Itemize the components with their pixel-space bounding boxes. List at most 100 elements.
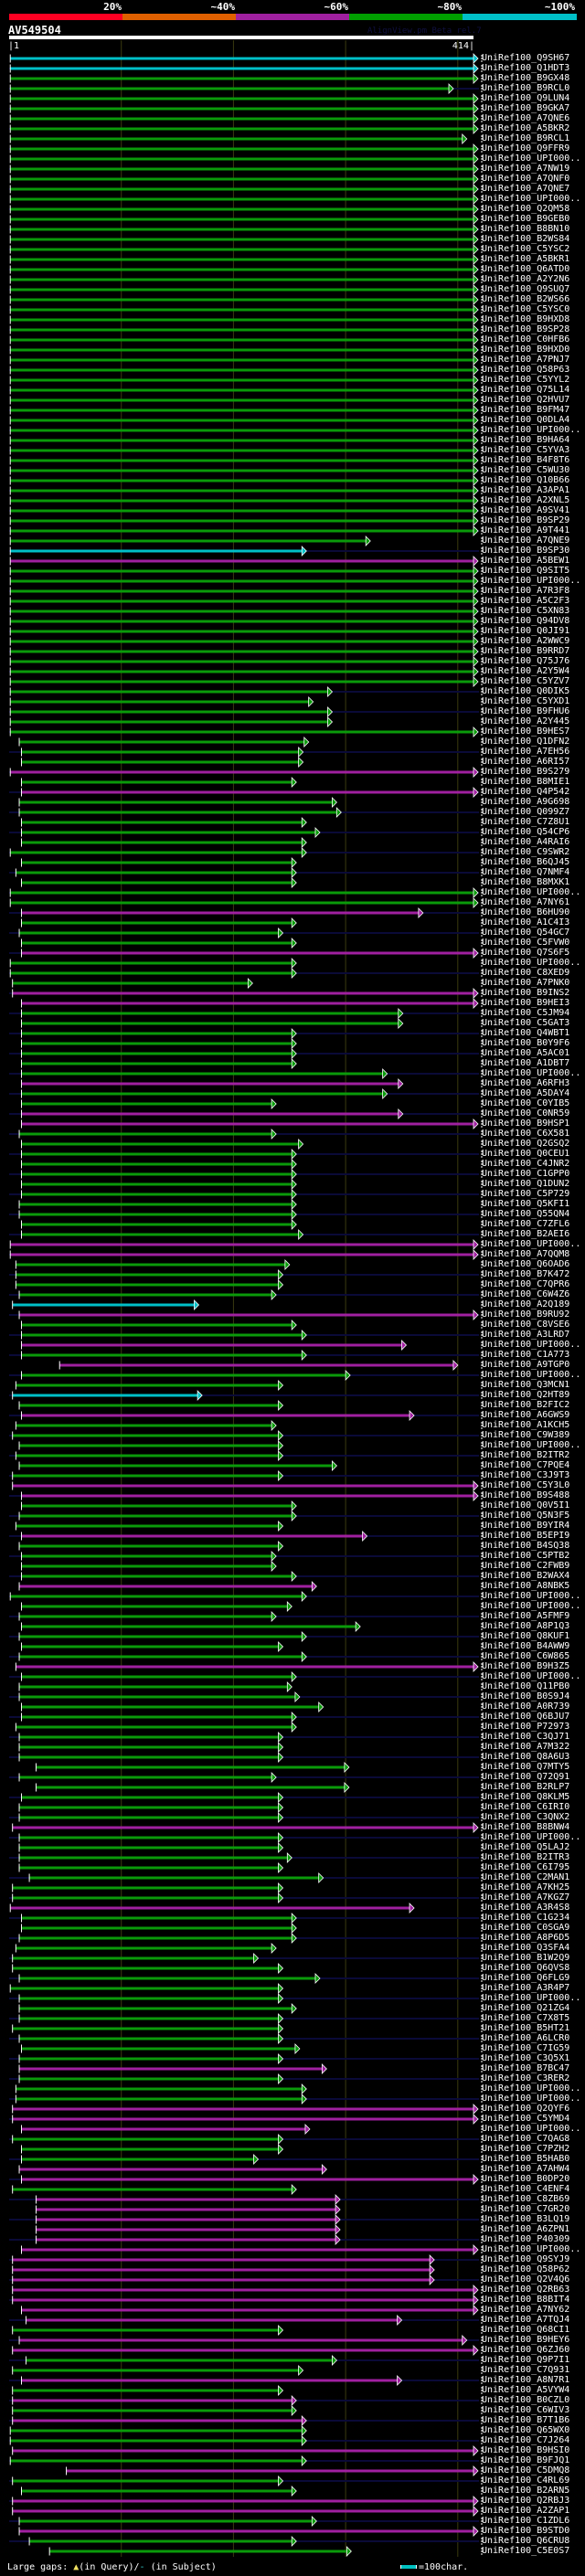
hit-label[interactable]: UniRef100_C2FWB9 <box>482 1561 570 1571</box>
hit-label[interactable]: UniRef100_A7QQM8 <box>482 1249 570 1259</box>
alignment-bar[interactable] <box>10 620 474 623</box>
alignment-bar[interactable] <box>12 1896 279 1900</box>
alignment-bar[interactable] <box>19 1544 279 1548</box>
alignment-bar[interactable] <box>10 1906 410 1910</box>
hit-label[interactable]: UniRef100_A5VYW4 <box>482 2385 570 2395</box>
hit-label[interactable]: UniRef100_B5HAB0 <box>482 2154 570 2164</box>
alignment-bar[interactable] <box>21 2147 279 2151</box>
alignment-bar[interactable] <box>10 177 474 181</box>
alignment-bar[interactable] <box>19 1203 292 1206</box>
hit-label[interactable]: UniRef100_A1C4I3 <box>482 917 570 928</box>
alignment-bar[interactable] <box>19 2338 463 2342</box>
hit-label[interactable]: UniRef100_A7QNE7 <box>482 184 570 194</box>
hit-label[interactable]: UniRef100_C6IRI0 <box>482 1802 570 1812</box>
alignment-bar[interactable] <box>21 2308 473 2312</box>
alignment-bar[interactable] <box>10 660 474 663</box>
hit-label[interactable]: UniRef100_B4SQ38 <box>482 1541 570 1551</box>
hit-label[interactable]: UniRef100_B9YIR4 <box>482 1521 570 1531</box>
hit-label[interactable]: UniRef100_A7EH56 <box>482 747 570 757</box>
alignment-bar[interactable] <box>16 1273 279 1277</box>
alignment-bar[interactable] <box>12 2479 279 2483</box>
hit-label[interactable]: UniRef100_B7BC47 <box>482 2063 570 2073</box>
hit-label[interactable]: UniRef100_A7M322 <box>482 1742 570 1752</box>
hit-label[interactable]: UniRef100_C1ZDL6 <box>482 2516 570 2526</box>
hit-label[interactable]: UniRef100_Q5LAJ2 <box>482 1842 570 1852</box>
alignment-bar[interactable] <box>21 790 473 794</box>
alignment-bar[interactable] <box>19 740 304 744</box>
hit-label[interactable]: UniRef100_A6ZPN1 <box>482 2224 570 2234</box>
alignment-bar[interactable] <box>16 1454 279 1458</box>
hit-label[interactable]: UniRef100_A7R3F8 <box>482 586 570 596</box>
alignment-bar[interactable] <box>21 911 419 915</box>
hit-label[interactable]: UniRef100_A9TGP0 <box>482 1360 570 1370</box>
hit-label[interactable]: UniRef100_C5GAT3 <box>482 1018 570 1028</box>
hit-label[interactable]: UniRef100_B9FHU6 <box>482 706 570 716</box>
hit-label[interactable]: UniRef100_A8NBK5 <box>482 1581 570 1591</box>
alignment-bar[interactable] <box>10 901 474 905</box>
alignment-bar[interactable] <box>10 519 474 523</box>
alignment-bar[interactable] <box>10 599 474 603</box>
alignment-bar[interactable] <box>10 1253 474 1256</box>
hit-label[interactable]: UniRef100_Q0JI91 <box>482 626 570 636</box>
hit-label[interactable]: UniRef100_Q54GC7 <box>482 928 570 938</box>
alignment-bar[interactable] <box>12 2027 279 2030</box>
hit-label[interactable]: UniRef100_C4RL69 <box>482 2475 570 2486</box>
alignment-bar[interactable] <box>21 941 292 945</box>
hit-label[interactable]: UniRef100_Q4P542 <box>482 787 570 797</box>
hit-label[interactable]: UniRef100_Q2HVU7 <box>482 395 570 405</box>
alignment-bar[interactable] <box>19 2519 313 2523</box>
hit-label[interactable]: UniRef100_UPI000.. <box>482 958 581 968</box>
alignment-bar[interactable] <box>16 1665 474 1669</box>
alignment-bar[interactable] <box>36 2228 336 2231</box>
alignment-bar[interactable] <box>10 258 474 261</box>
alignment-bar[interactable] <box>12 2258 431 2262</box>
alignment-bar[interactable] <box>10 549 303 553</box>
alignment-bar[interactable] <box>10 1987 279 1990</box>
hit-label[interactable]: UniRef100_A2Y5W4 <box>482 666 570 676</box>
alignment-bar[interactable] <box>10 57 474 60</box>
hit-label[interactable]: UniRef100_Q1DUN2 <box>482 1179 570 1189</box>
alignment-bar[interactable] <box>21 1102 272 1106</box>
hit-label[interactable]: UniRef100_Q21ZG4 <box>482 2003 570 2013</box>
hit-label[interactable]: UniRef100_B9GX48 <box>482 73 570 83</box>
alignment-bar[interactable] <box>36 2238 336 2242</box>
hit-label[interactable]: UniRef100_C1GPP0 <box>482 1169 570 1179</box>
alignment-bar[interactable] <box>21 841 303 844</box>
hit-label[interactable]: UniRef100_C5YSC0 <box>482 304 570 314</box>
hit-label[interactable]: UniRef100_Q0CEU1 <box>482 1149 570 1159</box>
alignment-bar[interactable] <box>21 1223 292 1226</box>
alignment-bar[interactable] <box>10 127 474 131</box>
hit-label[interactable]: UniRef100_B9HEY6 <box>482 2335 570 2345</box>
hit-label[interactable]: UniRef100_UPI000.. <box>482 1239 581 1249</box>
hit-label[interactable]: UniRef100_UPI000.. <box>482 1671 581 1681</box>
alignment-bar[interactable] <box>10 67 474 70</box>
hit-label[interactable]: UniRef100_A3APA1 <box>482 485 570 495</box>
hit-label[interactable]: UniRef100_C5YSC2 <box>482 244 570 254</box>
hit-label[interactable]: UniRef100_C7Z8U1 <box>482 817 570 827</box>
hit-label[interactable]: UniRef100_A9SV41 <box>482 505 570 515</box>
alignment-bar[interactable] <box>10 650 474 653</box>
alignment-bar[interactable] <box>10 207 474 211</box>
hit-label[interactable]: UniRef100_P40309 <box>482 2234 570 2244</box>
alignment-bar[interactable] <box>12 2137 279 2141</box>
alignment-bar[interactable] <box>19 2007 292 2010</box>
alignment-bar[interactable] <box>19 811 337 814</box>
alignment-bar[interactable] <box>19 1806 279 1809</box>
hit-label[interactable]: UniRef100_C7IG59 <box>482 2043 570 2053</box>
hit-label[interactable]: UniRef100_B4AWW9 <box>482 1641 570 1651</box>
alignment-bar[interactable] <box>21 951 473 955</box>
alignment-bar[interactable] <box>12 1956 254 1960</box>
alignment-bar[interactable] <box>12 2399 292 2402</box>
hit-label[interactable]: UniRef100_Q2QYF6 <box>482 2104 570 2114</box>
alignment-bar[interactable] <box>59 1363 453 1367</box>
hit-label[interactable]: UniRef100_A5C2F3 <box>482 596 570 606</box>
hit-label[interactable]: UniRef100_B2WAX4 <box>482 1571 570 1581</box>
alignment-bar[interactable] <box>10 499 474 503</box>
hit-label[interactable]: UniRef100_Q8KLM5 <box>482 1792 570 1802</box>
alignment-bar[interactable] <box>21 1625 356 1628</box>
alignment-bar[interactable] <box>26 2359 333 2362</box>
alignment-bar[interactable] <box>10 730 474 734</box>
alignment-bar[interactable] <box>19 1514 292 1518</box>
alignment-bar[interactable] <box>19 1776 272 1779</box>
alignment-bar[interactable] <box>21 861 292 864</box>
